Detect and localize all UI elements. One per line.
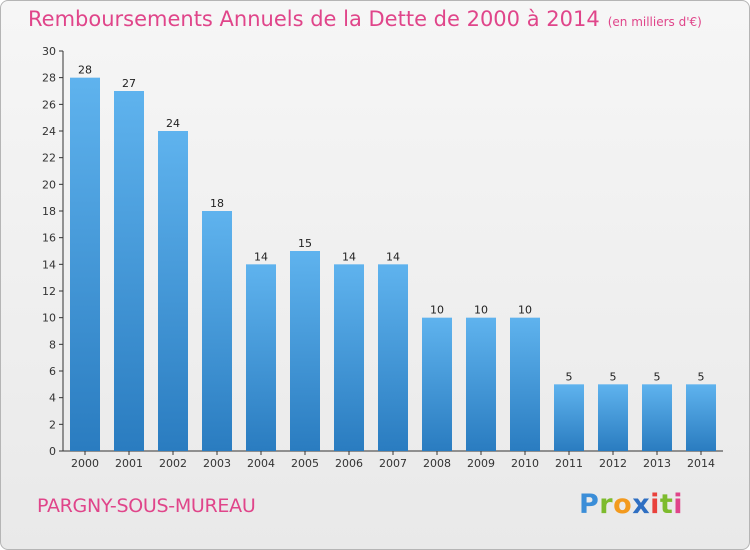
bar-value-label: 10: [474, 304, 488, 317]
y-tick-label: 26: [42, 98, 56, 111]
bar: [158, 131, 188, 451]
bar-value-label: 27: [122, 77, 136, 90]
bar-value-label: 14: [342, 250, 356, 263]
y-tick-label: 24: [42, 125, 56, 138]
y-tick-label: 22: [42, 152, 56, 165]
bar: [554, 384, 584, 451]
y-tick-label: 20: [42, 178, 56, 191]
bar-value-label: 14: [386, 250, 400, 263]
bar: [246, 264, 276, 451]
bar-value-label: 5: [654, 370, 661, 383]
y-tick-label: 8: [49, 338, 56, 351]
x-tick-label: 2011: [555, 457, 583, 470]
y-tick-label: 12: [42, 285, 56, 298]
data-labels: 28 27 24 18 14 15 14 14 10 10 10 5 5 5 5: [78, 64, 705, 384]
bar: [114, 91, 144, 451]
bar: [334, 264, 364, 451]
x-tick-label: 2013: [643, 457, 671, 470]
bar: [686, 384, 716, 451]
x-tick-label: 2006: [335, 457, 363, 470]
y-tick-label: 4: [49, 392, 56, 405]
x-tick-label: 2008: [423, 457, 451, 470]
proxiti-logo: Proxiti: [579, 489, 683, 520]
chart-title: Remboursements Annuels de la Dette de 20…: [28, 7, 702, 31]
y-tick-label: 14: [42, 258, 56, 271]
bar-value-label: 10: [518, 304, 532, 317]
x-tick-label: 2010: [511, 457, 539, 470]
logo-letter: x: [632, 489, 651, 520]
y-tick-label: 2: [49, 418, 56, 431]
bar-value-label: 10: [430, 304, 444, 317]
bar: [598, 384, 628, 451]
x-tick-label: 2004: [247, 457, 275, 470]
logo-letter: r: [599, 489, 614, 520]
bar: [466, 317, 496, 451]
y-tick-label: 16: [42, 232, 56, 245]
x-tick-label: 2002: [159, 457, 187, 470]
x-tick-label: 2001: [115, 457, 143, 470]
y-tick-label: 6: [49, 365, 56, 378]
bar: [422, 317, 452, 451]
commune-name: PARGNY-SOUS-MUREAU: [37, 495, 256, 517]
bar: [510, 317, 540, 451]
bar: [70, 77, 100, 452]
y-tick-label: 10: [42, 312, 56, 325]
y-tick-label: 18: [42, 205, 56, 218]
logo-letter: P: [579, 489, 600, 520]
bars: [70, 77, 716, 452]
x-tick-label: 2000: [71, 457, 99, 470]
logo-letter: t: [659, 489, 674, 520]
y-tick-label: 0: [49, 445, 56, 458]
y-tick-label: 28: [42, 72, 56, 85]
bar-value-label: 15: [298, 237, 312, 250]
logo-letter: i: [650, 489, 660, 520]
bar-value-label: 14: [254, 250, 268, 263]
bar: [202, 211, 232, 451]
x-tick-label: 2009: [467, 457, 495, 470]
bar-value-label: 5: [698, 370, 705, 383]
x-tick-label: 2014: [687, 457, 715, 470]
x-tick-label: 2012: [599, 457, 627, 470]
bar-value-label: 24: [166, 117, 180, 130]
bar: [378, 264, 408, 451]
x-tick-label: 2007: [379, 457, 407, 470]
title-text: Remboursements Annuels de la Dette de 20…: [28, 7, 600, 31]
bar-value-label: 5: [610, 370, 617, 383]
unit-label: (en milliers d'€): [607, 15, 702, 29]
bar-value-label: 18: [210, 197, 224, 210]
bar-value-label: 5: [566, 370, 573, 383]
bar-value-label: 28: [78, 64, 92, 77]
x-tick-label: 2003: [203, 457, 231, 470]
y-tick-label: 30: [42, 45, 56, 58]
bar: [642, 384, 672, 451]
logo-letter: i: [673, 489, 684, 520]
logo-letter: o: [613, 489, 633, 520]
bar: [290, 251, 320, 451]
x-tick-label: 2005: [291, 457, 319, 470]
